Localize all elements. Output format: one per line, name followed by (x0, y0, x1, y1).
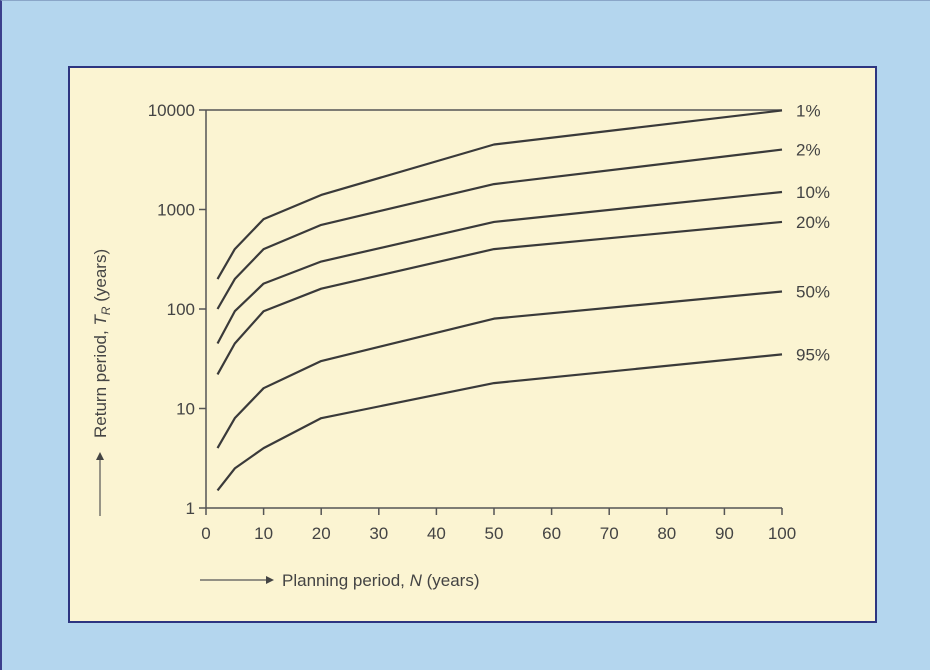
chart-axes (199, 109, 783, 584)
x-tick-label: 90 (715, 524, 734, 543)
x-tick-label: 70 (600, 524, 619, 543)
y-tick-label: 10 (176, 400, 195, 419)
x-axis-title: Planning period, N (years) (282, 571, 480, 590)
x-tick-label: 40 (427, 524, 446, 543)
series-label: 10% (796, 183, 830, 202)
y-axis-arrowhead (96, 452, 104, 460)
series-line (216, 220, 783, 375)
x-tick-label: 30 (369, 524, 388, 543)
chart-labels: 1 10 100 1000 10000 0 10 20 30 40 50 60 70 80 90 100 1% 2… (91, 101, 830, 590)
return-period-chart: 1 10 100 1000 10000 0 10 20 30 40 50 60 70 80 90 100 1% 2… (91, 101, 830, 590)
chart-series (216, 109, 783, 492)
x-tick-label: 100 (768, 524, 796, 543)
series-line (216, 353, 783, 492)
series-line (216, 290, 783, 449)
x-tick-label: 50 (485, 524, 504, 543)
series-label: 1% (796, 101, 821, 120)
y-tick-label: 1000 (157, 201, 195, 220)
x-axis-arrowhead (266, 576, 274, 584)
y-axis-title: Return period, TR (years) (91, 249, 113, 438)
y-tick-label: 10000 (148, 101, 195, 120)
x-tick-label: 0 (201, 524, 210, 543)
series-line (216, 190, 783, 345)
chart-panel: 1 10 100 1000 10000 0 10 20 30 40 50 60 70 80 90 100 1% 2… (68, 66, 877, 623)
series-label: 95% (796, 345, 830, 364)
x-tick-label: 20 (312, 524, 331, 543)
x-tick-label: 60 (542, 524, 561, 543)
y-tick-label: 1 (186, 499, 195, 518)
series-label: 50% (796, 282, 830, 301)
y-tick-label: 100 (167, 300, 195, 319)
series-line (216, 109, 783, 280)
x-tick-label: 80 (657, 524, 676, 543)
series-label: 20% (796, 213, 830, 232)
series-label: 2% (796, 141, 821, 160)
x-tick-label: 10 (254, 524, 273, 543)
series-line (216, 148, 783, 310)
y-axis-title-group: Return period, TR (years) (91, 249, 113, 516)
